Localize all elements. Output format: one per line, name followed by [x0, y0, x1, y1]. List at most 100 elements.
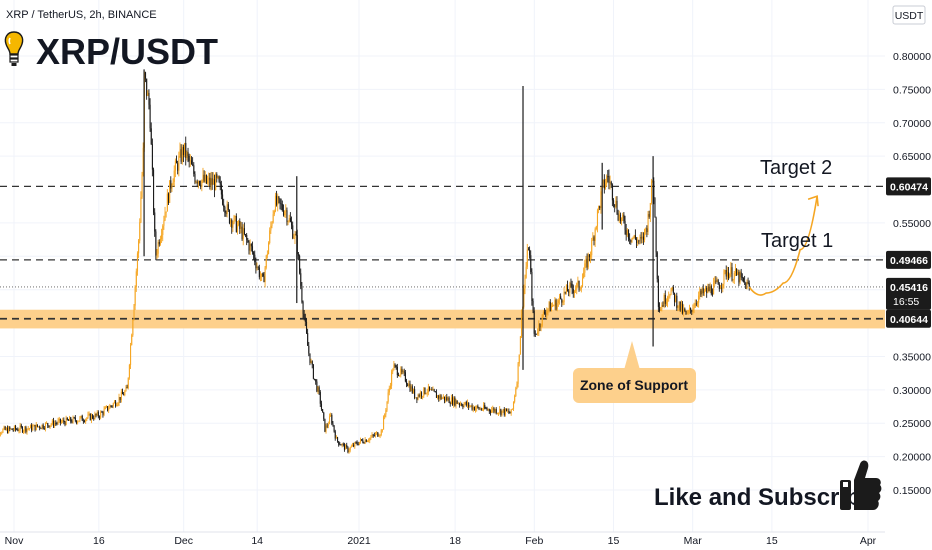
candle-body — [4, 426, 6, 430]
candle-body — [312, 364, 314, 379]
candle-body — [537, 332, 539, 334]
bar-countdown-label: 16:55 — [893, 296, 919, 308]
candle-body — [622, 214, 624, 218]
candle-body — [304, 317, 306, 322]
candle-body — [186, 152, 188, 158]
candle-body — [458, 403, 461, 405]
candle-body — [521, 314, 523, 337]
level-price-label: 0.40644 — [890, 314, 928, 326]
candle-body — [223, 204, 225, 208]
price-tick-label: 0.20000 — [893, 452, 931, 464]
candle-body — [514, 396, 516, 402]
candle-body — [446, 397, 448, 401]
candle-body — [462, 405, 464, 408]
candle-body — [680, 303, 682, 311]
candle-body — [134, 286, 136, 306]
price-tick-label: 0.75000 — [893, 84, 931, 96]
candle-body — [548, 302, 550, 309]
candle-body — [722, 283, 724, 288]
candle-body — [376, 432, 378, 434]
candle-body — [56, 423, 58, 425]
candle-body — [593, 237, 595, 241]
candle-body — [218, 176, 220, 182]
candlestick-series — [0, 69, 750, 454]
price-axis[interactable]: 0.800000.750000.700000.650000.550000.500… — [886, 51, 931, 497]
candle-body — [127, 377, 129, 389]
candle-body — [308, 345, 310, 354]
candle-body — [700, 290, 702, 295]
candle-body — [366, 441, 369, 442]
candle-body — [725, 270, 727, 277]
candle-body — [423, 387, 425, 396]
time-tick-label: 18 — [449, 535, 461, 547]
candle-body — [213, 179, 216, 191]
time-axis[interactable]: Nov 16 Dec 14 2021 18 Feb 15 Mar 15 Apr — [5, 535, 877, 547]
candle-body — [353, 444, 355, 447]
candle-body — [132, 319, 134, 336]
candle-body — [97, 412, 99, 417]
candle-body — [726, 272, 728, 277]
candle-body — [144, 72, 147, 79]
candle-body — [379, 434, 381, 436]
candle-body — [445, 397, 447, 401]
candle-body — [271, 222, 273, 226]
candle-body — [3, 426, 5, 430]
candle-body — [33, 424, 35, 427]
candle-body — [729, 273, 731, 279]
candle-body — [363, 442, 365, 444]
candle-body — [663, 294, 665, 307]
candle-body — [46, 423, 48, 424]
candle-body — [401, 368, 403, 373]
candle-body — [233, 216, 235, 224]
time-tick-label: 16 — [93, 535, 105, 547]
candle-body — [634, 235, 636, 240]
candle-body — [488, 409, 490, 412]
candle-body — [365, 439, 367, 442]
candle-body — [606, 176, 608, 184]
candle-body — [155, 231, 157, 256]
candle-body — [724, 270, 726, 271]
candle-body — [481, 409, 484, 411]
candle-body — [561, 298, 563, 303]
candle-body — [185, 142, 187, 158]
candle-body — [157, 242, 159, 254]
candle-body — [257, 267, 259, 269]
candle-body — [518, 354, 520, 364]
unit-badge[interactable]: USDT — [892, 5, 926, 25]
candle-body — [649, 202, 651, 217]
candle-body — [501, 410, 503, 415]
candle-body — [347, 446, 349, 453]
candle-body — [208, 177, 210, 181]
candle-body — [668, 296, 670, 298]
candle-body — [659, 306, 661, 311]
candle-body — [121, 391, 124, 395]
candle-body — [598, 206, 600, 211]
candle-body — [341, 443, 343, 446]
candle-body — [181, 147, 183, 162]
candle-body — [130, 345, 132, 365]
candle-body — [23, 430, 25, 433]
candle-body — [701, 288, 703, 295]
candle-body — [311, 361, 313, 365]
candle-body — [180, 149, 182, 162]
candle-body — [694, 303, 696, 308]
candle-body — [461, 403, 463, 406]
candle-body — [343, 444, 346, 450]
candle-body — [645, 228, 647, 230]
candle-body — [568, 291, 570, 293]
candle-body — [124, 391, 126, 396]
candle-body — [703, 290, 705, 294]
candle-body — [226, 204, 228, 214]
candle-body — [686, 312, 688, 314]
candle-body — [294, 233, 296, 239]
candle-body — [671, 287, 673, 291]
candle-body — [231, 219, 233, 228]
candle-body — [511, 408, 513, 410]
candle-body — [603, 179, 605, 189]
candle-body — [402, 371, 404, 373]
candle-body — [438, 395, 440, 399]
candle-body — [512, 401, 515, 409]
candle-body — [166, 193, 168, 212]
candle-body — [115, 401, 117, 407]
candle-body — [531, 271, 533, 302]
